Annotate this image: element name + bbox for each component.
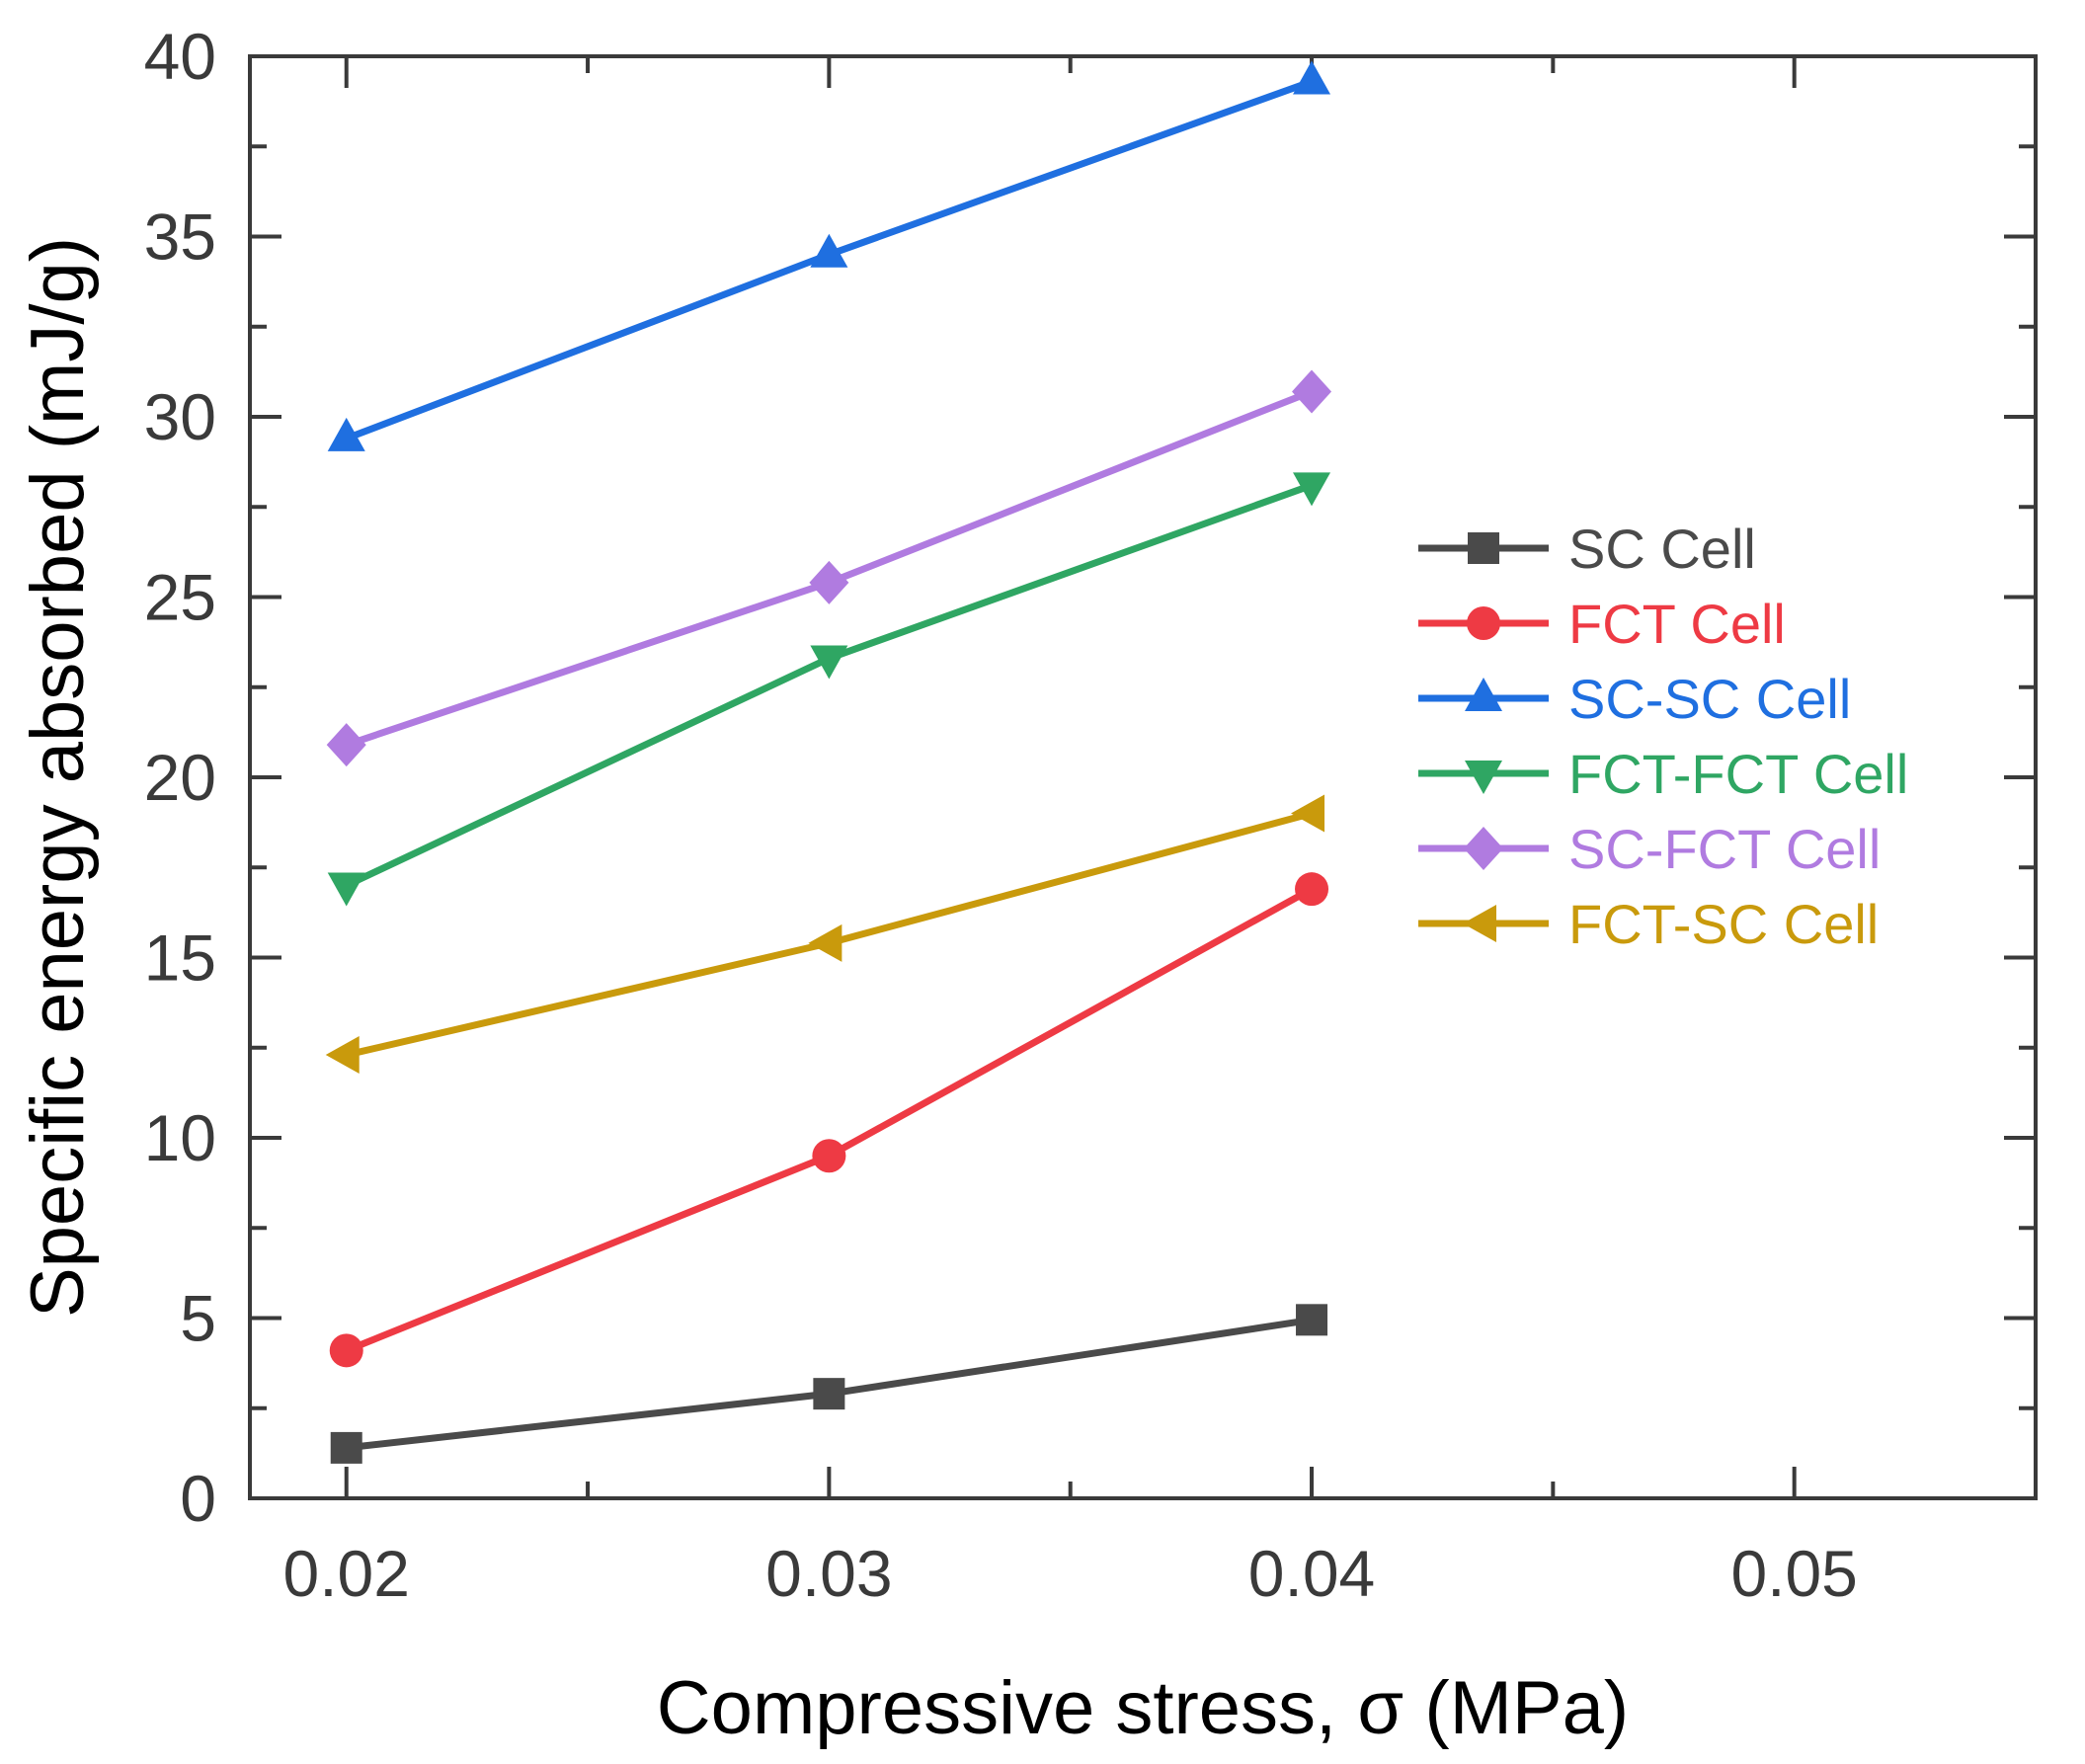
minor-ticks bbox=[250, 56, 2036, 1498]
plot-frame bbox=[248, 54, 2038, 1500]
legend-item-sc-cell: SC Cell bbox=[1418, 518, 1756, 580]
y-tick-label: 15 bbox=[144, 922, 216, 995]
data-point-sc-fct-cell bbox=[1292, 369, 1332, 414]
x-tick-label: 0.03 bbox=[765, 1537, 892, 1610]
y-tick-labels: 0 5 10 15 20 25 30 35 40 bbox=[144, 20, 216, 1535]
data-point-sc-fct-cell bbox=[809, 560, 849, 604]
data-point-fct-cell bbox=[1295, 872, 1329, 907]
x-tick-label: 0.04 bbox=[1248, 1537, 1375, 1610]
legend-swatch-marker bbox=[1468, 532, 1499, 564]
x-tick-label: 0.02 bbox=[282, 1537, 409, 1610]
x-tick-labels: 0.02 0.03 0.04 0.05 bbox=[282, 1537, 1857, 1610]
data-point-sc-cell bbox=[330, 1431, 362, 1464]
data-point-fct-fct-cell bbox=[327, 872, 365, 907]
series-sc-sc-cell bbox=[327, 60, 1331, 451]
data-point-fct-sc-cell bbox=[1291, 794, 1325, 833]
legend-label: FCT-FCT Cell bbox=[1568, 743, 1908, 805]
y-tick-label: 0 bbox=[180, 1462, 216, 1535]
data-point-sc-sc-cell bbox=[327, 417, 365, 451]
legend-swatch-marker bbox=[1465, 678, 1502, 711]
y-tick-label: 10 bbox=[144, 1101, 216, 1174]
legend: SC Cell FCT Cell SC-SC Cell FCT-FCT Cell SC-… bbox=[1418, 518, 1908, 955]
legend-label: SC-FCT Cell bbox=[1568, 818, 1881, 880]
y-axis-title: Specific energy absorbed (mJ/g) bbox=[16, 237, 100, 1318]
legend-label: FCT-SC Cell bbox=[1568, 893, 1879, 955]
x-tick-label: 0.05 bbox=[1730, 1537, 1857, 1610]
y-tick-label: 25 bbox=[144, 561, 216, 634]
series-group bbox=[325, 60, 1332, 1464]
data-point-fct-fct-cell bbox=[1293, 472, 1331, 507]
legend-label: SC-SC Cell bbox=[1568, 668, 1851, 730]
series-sc-cell bbox=[330, 1304, 1328, 1464]
data-point-sc-cell bbox=[1296, 1304, 1328, 1336]
series-fct-cell bbox=[329, 872, 1329, 1368]
data-point-fct-sc-cell bbox=[808, 923, 842, 962]
series-line-fct-fct-cell bbox=[345, 482, 1314, 889]
legend-swatch-marker bbox=[1467, 606, 1500, 640]
y-tick-label: 30 bbox=[144, 380, 216, 453]
legend-label: SC Cell bbox=[1568, 518, 1756, 580]
legend-item-fct-fct-cell: FCT-FCT Cell bbox=[1418, 743, 1908, 805]
data-point-sc-cell bbox=[813, 1378, 845, 1410]
legend-label: FCT Cell bbox=[1568, 593, 1786, 655]
y-tick-label: 40 bbox=[144, 20, 216, 93]
data-point-sc-sc-cell bbox=[1293, 60, 1331, 95]
data-point-fct-sc-cell bbox=[325, 1036, 360, 1075]
legend-swatch-marker bbox=[1464, 827, 1503, 870]
y-tick-label: 20 bbox=[144, 741, 216, 814]
series-line-fct-cell bbox=[345, 886, 1314, 1354]
data-point-sc-sc-cell bbox=[810, 233, 848, 268]
data-point-fct-cell bbox=[812, 1139, 846, 1173]
legend-item-sc-fct-cell: SC-FCT Cell bbox=[1418, 818, 1881, 880]
data-point-sc-fct-cell bbox=[326, 723, 366, 767]
legend-item-fct-sc-cell: FCT-SC Cell bbox=[1418, 893, 1879, 955]
legend-item-sc-sc-cell: SC-SC Cell bbox=[1418, 668, 1851, 730]
legend-swatch-marker bbox=[1465, 761, 1502, 794]
x-axis-title: Compressive stress, σ (MPa) bbox=[657, 1666, 1629, 1750]
y-tick-label: 35 bbox=[144, 200, 216, 274]
series-sc-fct-cell bbox=[326, 369, 1332, 767]
data-point-fct-fct-cell bbox=[810, 645, 848, 680]
legend-item-fct-cell: FCT Cell bbox=[1418, 593, 1786, 655]
series-fct-sc-cell bbox=[325, 794, 1325, 1075]
y-tick-label: 5 bbox=[180, 1282, 216, 1355]
data-point-fct-cell bbox=[329, 1333, 363, 1368]
series-fct-fct-cell bbox=[327, 472, 1331, 907]
legend-swatch-marker bbox=[1463, 905, 1496, 942]
